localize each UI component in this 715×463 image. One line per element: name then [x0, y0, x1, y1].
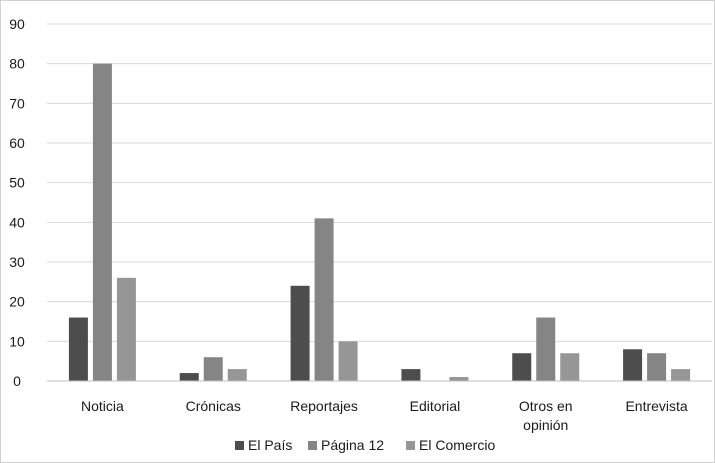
x-tick-label: Reportajes: [290, 398, 358, 414]
category-labels: Noticia Crónicas Reportajes Editorial Otros …: [81, 398, 688, 433]
x-tick-label-line: Crónicas: [186, 398, 241, 414]
bar-el-pa-s-1: [179, 373, 199, 381]
legend-swatch: [308, 441, 317, 450]
legend-label: El País: [248, 437, 292, 453]
x-tick-label: Crónicas: [186, 398, 241, 414]
y-tick-label: 70: [9, 95, 25, 111]
bar-el-comercio-3: [449, 377, 469, 381]
y-tick-label: 20: [9, 294, 25, 310]
x-tick-label-line: opinión: [523, 417, 568, 433]
x-tick-label: Entrevista: [625, 398, 687, 414]
x-tick-label-line: Otros en: [519, 398, 573, 414]
x-tick-label-line: Entrevista: [625, 398, 687, 414]
bar-el-comercio-0: [116, 277, 136, 381]
gridlines: [47, 23, 712, 342]
x-tick-label-line: Editorial: [410, 398, 461, 414]
bar-el-comercio-2: [338, 341, 358, 381]
bar-p-gina-12-4: [536, 317, 556, 381]
bar-p-gina-12-0: [92, 63, 112, 382]
bar-el-comercio-4: [560, 353, 580, 381]
bar-el-pa-s-4: [512, 353, 532, 381]
x-tick-label: Otros en opinión: [519, 398, 573, 433]
y-tick-label: 50: [9, 175, 25, 191]
y-tick-label: 40: [9, 214, 25, 230]
y-tick-label: 30: [9, 254, 25, 270]
x-tick-label: Editorial: [410, 398, 461, 414]
bar-p-gina-12-2: [314, 218, 334, 381]
y-tick-label: 0: [13, 373, 21, 389]
y-tick-label: 90: [9, 16, 25, 32]
y-tick-label: 10: [9, 333, 25, 349]
bar-p-gina-12-1: [203, 357, 223, 381]
legend-label: El Comercio: [419, 437, 495, 453]
bar-p-gina-12-5: [647, 353, 667, 381]
bar-el-comercio-5: [671, 369, 691, 381]
legend: El País Página 12 El Comercio: [235, 437, 495, 453]
bar-el-pa-s-3: [401, 369, 421, 381]
bar-el-comercio-1: [227, 369, 247, 381]
legend-swatch: [235, 441, 244, 450]
bar-el-pa-s-5: [623, 349, 643, 381]
x-tick-label-line: Reportajes: [290, 398, 358, 414]
y-axis-ticks: 0 10 20 30 40 50 60 70 80 90: [9, 16, 25, 389]
y-tick-label: 80: [9, 56, 25, 72]
x-tick-label: Noticia: [81, 398, 124, 414]
y-tick-label: 60: [9, 135, 25, 151]
x-tick-label-line: Noticia: [81, 398, 124, 414]
bar-el-pa-s-0: [68, 317, 88, 381]
bar-el-pa-s-2: [290, 285, 310, 381]
bars: [68, 63, 691, 382]
legend-label: Página 12: [321, 437, 384, 453]
legend-swatch: [406, 441, 415, 450]
